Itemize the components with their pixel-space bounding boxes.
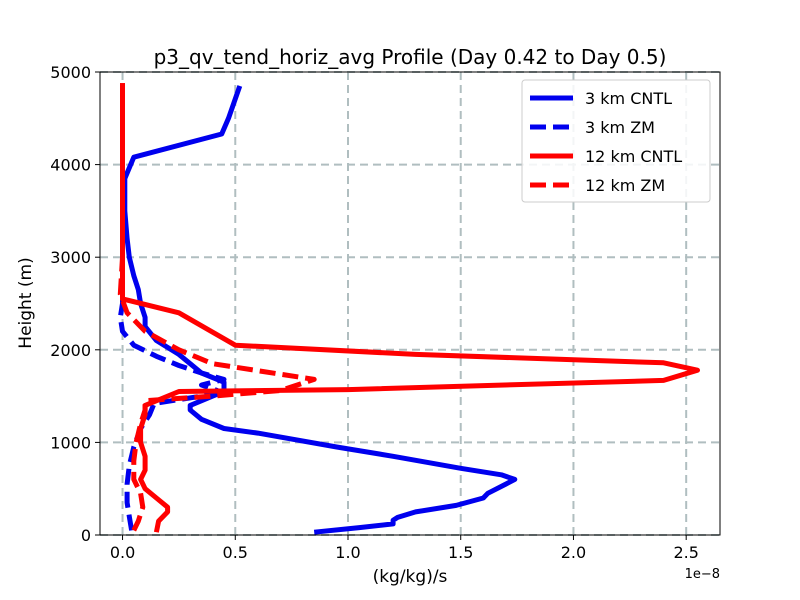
legend-label: 3 km CNTL — [585, 89, 672, 108]
y-tick-label: 1000 — [50, 433, 91, 452]
axes-frame — [99, 71, 721, 536]
x-tick-label: 1.0 — [335, 543, 360, 562]
series-line-12-km-zm — [117, 83, 317, 532]
x-tick-label: 2.5 — [673, 543, 698, 562]
y-tick-label: 3000 — [50, 248, 91, 267]
y-tick-label: 4000 — [50, 156, 91, 175]
y-tick-label: 0 — [81, 526, 91, 545]
x-tick-label: 2.0 — [561, 543, 586, 562]
x-axis-offset-text: 1e−8 — [685, 567, 720, 582]
x-tick-label: 0.0 — [110, 543, 135, 562]
x-axis-ticks: 0.0 0.5 1.0 1.5 2.0 2.5 — [110, 535, 699, 562]
legend: 3 km CNTL 3 km ZM 12 km CNTL 12 km ZM — [521, 79, 711, 203]
chart-title: p3_qv_tend_horiz_avg Profile (Day 0.42 t… — [154, 45, 667, 69]
legend-label: 12 km CNTL — [585, 147, 682, 166]
series-lines — [117, 83, 700, 535]
legend-label: 12 km ZM — [585, 176, 665, 195]
series-line-3-km-cntl — [122, 85, 518, 535]
y-axis-ticks: 0 1000 2000 3000 4000 5000 — [50, 63, 100, 545]
y-tick-label: 2000 — [50, 341, 91, 360]
plot-area: 0.0 0.5 1.0 1.5 2.0 2.5 0 1000 2000 3000 4000 5000 — [50, 63, 721, 562]
legend-box — [521, 79, 711, 203]
y-axis-label: Height (m) — [16, 257, 36, 348]
legend-label: 3 km ZM — [585, 118, 655, 137]
x-tick-label: 0.5 — [223, 543, 248, 562]
x-tick-label: 1.5 — [448, 543, 473, 562]
x-axis-label: (kg/kg)/s — [373, 567, 448, 587]
y-tick-label: 5000 — [50, 63, 91, 82]
